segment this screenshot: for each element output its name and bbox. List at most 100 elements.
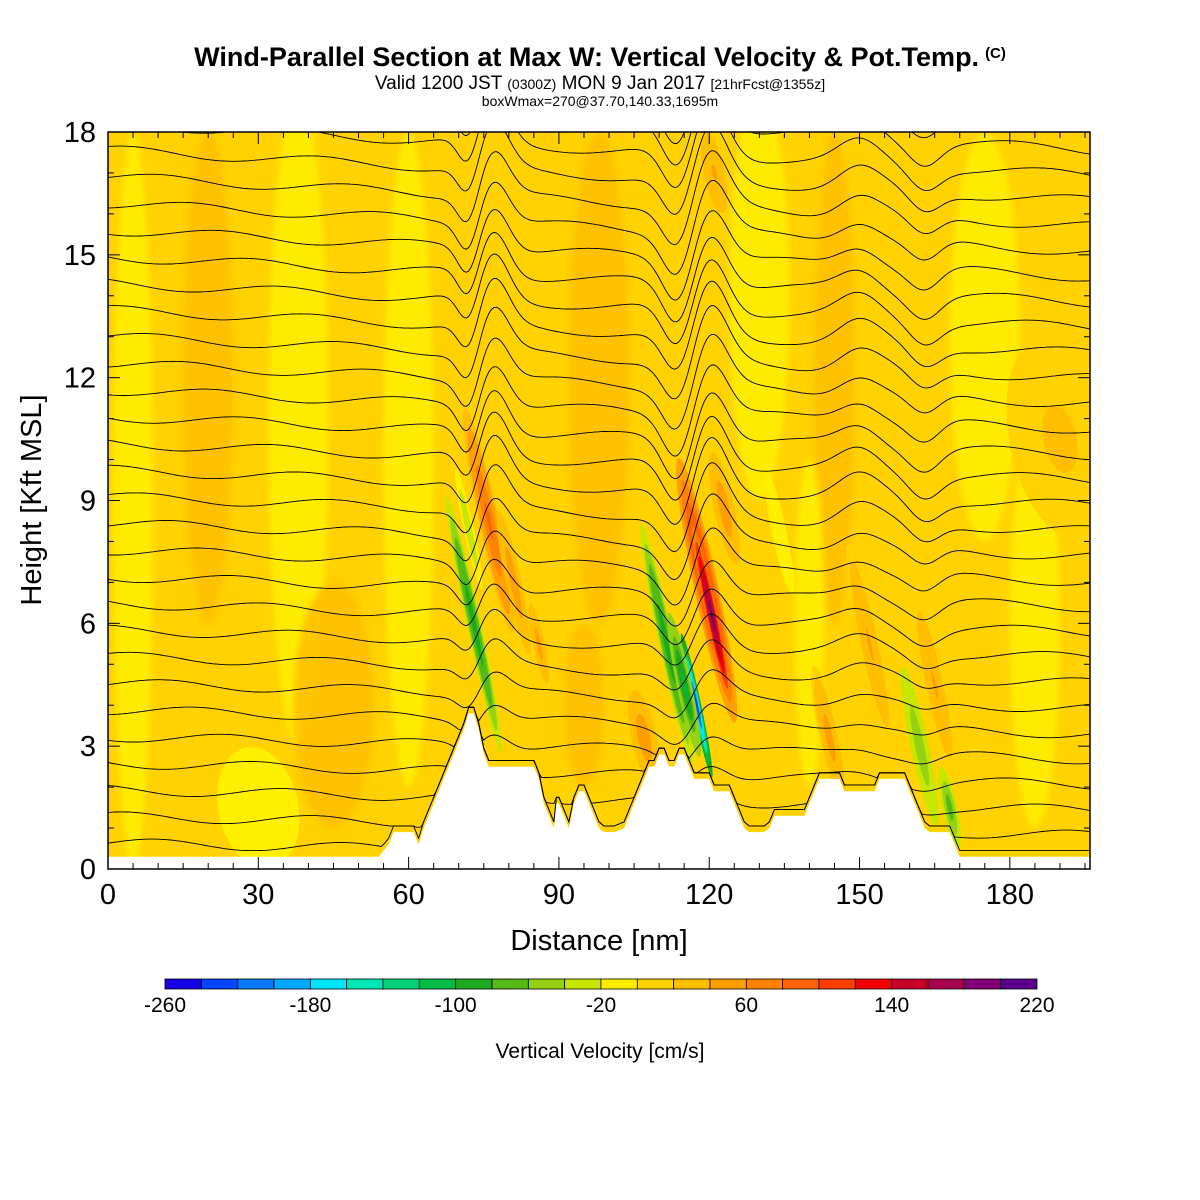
colorbar-swatch — [527, 978, 566, 990]
isentrope-line — [108, 493, 1090, 581]
colorbar-tick-label: -260 — [144, 994, 186, 1017]
isentrope-line — [108, 462, 1090, 553]
isentrope-line — [460, 132, 1090, 167]
colorbar-swatch — [782, 978, 820, 990]
isentrope-line — [108, 364, 1090, 457]
isentrope-line — [108, 305, 1090, 400]
isentrope-line — [108, 638, 1090, 691]
isentrope-line — [108, 608, 1090, 670]
plot-area — [108, 132, 1090, 869]
isentrope-line — [108, 706, 1090, 765]
y-tick-label: 6 — [80, 608, 96, 640]
isentrope-line — [108, 150, 1090, 246]
colorbar-swatch — [1000, 978, 1038, 990]
weak-cell — [113, 132, 154, 869]
chart-subtitle-box: boxWmax=270@37.70,140.33,1695m — [481, 93, 719, 109]
colorbar-swatch — [600, 978, 638, 990]
isentrope-line — [108, 180, 1090, 275]
downdraft-contour — [693, 693, 700, 718]
weak-cell — [568, 132, 630, 624]
colorbar-tick-label: -100 — [435, 994, 477, 1017]
colorbar-tick-label: -20 — [586, 994, 616, 1017]
downdraft-contour — [681, 672, 688, 697]
colorbar-tick-label: 60 — [735, 994, 758, 1017]
x-tick-label: 60 — [392, 879, 424, 911]
colorbar-swatch — [418, 978, 457, 990]
colorbar-swatch — [491, 978, 529, 990]
colorbar-swatch — [346, 978, 384, 990]
x-tick-label: 120 — [685, 879, 733, 911]
weak-cell — [383, 132, 434, 788]
downdraft-cell — [667, 612, 702, 757]
y-tick-label: 9 — [80, 486, 96, 518]
weak-cell — [293, 582, 374, 829]
isentrope-line — [108, 583, 1090, 647]
isentrope-line — [108, 253, 1090, 346]
updraft-contour — [826, 725, 833, 750]
y-tick-label: 3 — [80, 731, 96, 763]
y-tick-label: 18 — [64, 117, 96, 149]
axis-ticks: 0 30 60 90 120 150 180 0 3 6 9 12 15 18 — [64, 117, 1090, 911]
downdraft-contour — [947, 800, 952, 815]
downdraft-cell — [900, 666, 939, 827]
isentrope-line — [108, 132, 1090, 215]
updraft-contour — [931, 670, 939, 700]
colorbar-swatch — [309, 978, 348, 990]
updraft-contour — [484, 502, 494, 540]
colorbar-swatch — [963, 978, 1002, 990]
isentrope-line — [108, 702, 1090, 745]
colorbar: -260 -180 -100 -20 60 140 220 — [144, 978, 1055, 1017]
colorbar-swatch — [200, 978, 239, 990]
colorbar-swatch — [273, 978, 311, 990]
y-tick-label: 15 — [64, 240, 96, 272]
updraft-contour — [721, 499, 727, 519]
isentrope-line — [108, 669, 1090, 719]
colorbar-tick-label: 220 — [1019, 994, 1054, 1017]
isentrope-line — [108, 209, 1090, 301]
isentrope-line — [108, 333, 1090, 430]
colorbar-swatch — [382, 978, 420, 990]
isentrope-line — [664, 132, 937, 144]
isentrope-line — [108, 706, 1090, 816]
downdraft-cell — [217, 746, 300, 869]
downdraft-contour — [469, 601, 479, 645]
isentrope-line — [108, 435, 1090, 525]
colorbar-swatch — [818, 978, 856, 990]
colorbar-tick-label: 140 — [874, 994, 909, 1017]
weak-cell — [183, 132, 234, 624]
updraft-cell — [811, 665, 848, 811]
isentrope-line — [108, 706, 1090, 792]
y-tick-label: 0 — [80, 854, 96, 886]
colorbar-swatch — [237, 978, 275, 990]
isentrope-line — [108, 231, 1090, 323]
weak-cell — [563, 623, 605, 788]
colorbar-tick-label: -180 — [289, 994, 331, 1017]
downdraft-cell — [640, 523, 694, 764]
x-tick-label: 0 — [100, 879, 116, 911]
weak-cell — [729, 132, 790, 501]
colorbar-swatch — [891, 978, 929, 990]
isentrope-line — [108, 411, 1090, 501]
x-tick-label: 180 — [986, 879, 1034, 911]
colorbar-swatch — [636, 978, 675, 990]
updraft-cell — [628, 689, 661, 787]
updraft-cell — [846, 543, 893, 744]
isentrope-line — [108, 278, 1090, 370]
downdraft-contour — [662, 623, 672, 664]
isentrope-line — [108, 390, 1090, 480]
updraft-contour — [510, 570, 517, 595]
downdraft-cell — [938, 767, 961, 848]
colorbar-label: Vertical Velocity [cm/s] — [496, 1040, 705, 1063]
x-tick-label: 150 — [835, 879, 883, 911]
downdraft-cell — [455, 469, 483, 590]
updraft-cell — [698, 132, 731, 222]
downdraft-contour — [466, 519, 472, 540]
updraft-cell — [708, 452, 740, 565]
x-tick-label: 90 — [543, 879, 575, 911]
x-axis-label: Distance [nm] — [510, 925, 687, 957]
terrain — [108, 713, 1090, 869]
weak-cell — [814, 132, 855, 624]
downdraft-contour — [251, 797, 266, 818]
isentrope-line — [108, 558, 1090, 627]
